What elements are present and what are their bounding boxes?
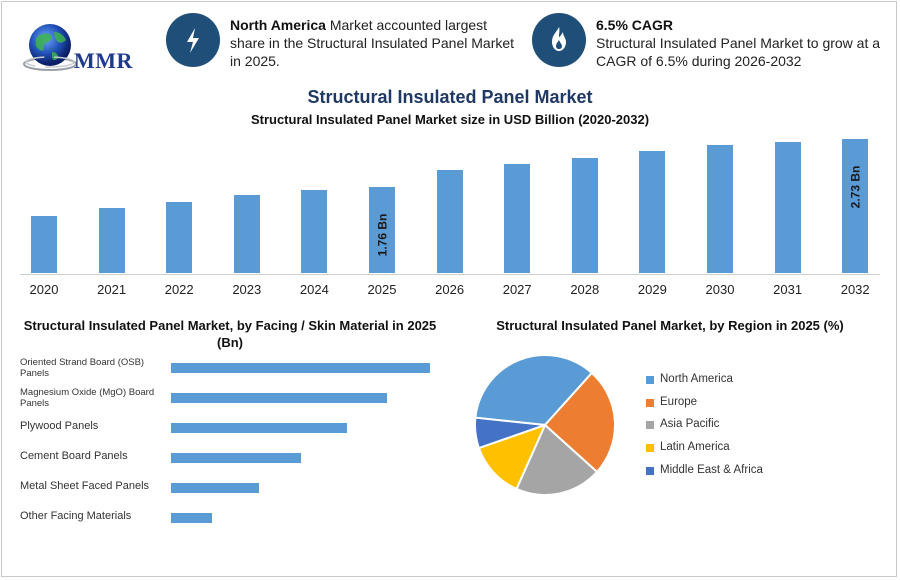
legend-label: Europe bbox=[660, 395, 698, 408]
legend-swatch bbox=[646, 444, 654, 453]
bar-data-label: 1.76 Bn bbox=[374, 213, 389, 257]
facing-bar bbox=[171, 483, 260, 493]
x-tick-label: 2024 bbox=[299, 282, 329, 297]
highlight-flame-badge bbox=[532, 13, 586, 67]
main-chart-subtitle: Structural Insulated Panel Market size i… bbox=[250, 112, 650, 127]
x-tick-label: 2026 bbox=[435, 282, 465, 297]
x-tick-label: 2029 bbox=[637, 282, 667, 297]
pie-slice-europe bbox=[543, 371, 616, 474]
pie-slice-middle-east-africa bbox=[474, 416, 546, 450]
legend-label: Asia Pacific bbox=[660, 418, 720, 431]
facing-bar bbox=[171, 453, 301, 463]
region-pie-chart bbox=[474, 354, 616, 496]
legend-label: Middle East & Africa bbox=[660, 463, 763, 476]
facing-category-label: Cement Board Panels bbox=[20, 450, 128, 462]
mmr-logo bbox=[18, 18, 138, 78]
highlight-2-bold: 6.5% CAGR bbox=[596, 17, 674, 33]
facing-category-label: Metal Sheet Faced Panels bbox=[20, 480, 150, 492]
bar-2026 bbox=[436, 170, 463, 273]
x-tick-label: 2032 bbox=[840, 282, 870, 297]
highlight-north-america: North America Market accounted largest s… bbox=[230, 16, 520, 70]
bar-2025 bbox=[369, 186, 395, 273]
pie-slice-north-america bbox=[474, 354, 594, 427]
pie-slice-asia-pacific bbox=[515, 423, 599, 496]
bar-2020 bbox=[31, 216, 57, 273]
bar-2027 bbox=[504, 163, 531, 273]
legend-swatch bbox=[646, 398, 654, 407]
legend-swatch bbox=[646, 421, 654, 430]
facing-bar bbox=[171, 423, 348, 433]
bar-2022 bbox=[166, 202, 193, 273]
x-tick-label: 2025 bbox=[367, 282, 397, 297]
legend-label: Latin America bbox=[660, 441, 730, 454]
bar-2031 bbox=[774, 141, 801, 273]
x-tick-label: 2021 bbox=[97, 282, 127, 297]
bar-2029 bbox=[639, 150, 666, 273]
x-tick-label: 2030 bbox=[705, 282, 735, 297]
x-tick-label: 2023 bbox=[232, 282, 262, 297]
bar-2021 bbox=[98, 208, 125, 273]
facing-chart-title: Structural Insulated Panel Market, by Fa… bbox=[23, 318, 437, 350]
legend-swatch bbox=[646, 376, 654, 384]
facing-category-label: Plywood Panels bbox=[20, 420, 99, 432]
bar-2028 bbox=[571, 157, 598, 273]
facing-category-label: Other Facing Materials bbox=[20, 510, 132, 522]
highlight-2-text: Structural Insulated Panel Market to gro… bbox=[596, 35, 881, 69]
highlight-bolt-badge bbox=[166, 13, 220, 67]
facing-bar bbox=[171, 393, 387, 403]
highlight-cagr: 6.5% CAGR Structural Insulated Panel Mar… bbox=[596, 16, 886, 70]
facing-category-label: Magnesium Oxide (MgO) Board Panels bbox=[20, 387, 155, 409]
x-tick-label: 2020 bbox=[29, 282, 59, 297]
facing-category-label: Oriented Strand Board (OSB) Panels bbox=[20, 357, 145, 379]
x-tick-label: 2027 bbox=[502, 282, 532, 297]
bolt-icon bbox=[187, 28, 199, 53]
x-tick-label: 2031 bbox=[773, 282, 803, 297]
bar-2032 bbox=[842, 139, 869, 273]
facing-bar bbox=[171, 363, 431, 373]
bar-2024 bbox=[301, 189, 328, 273]
globe-icon bbox=[23, 24, 77, 71]
x-tick-label: 2028 bbox=[570, 282, 600, 297]
logo-text: MMR bbox=[74, 48, 133, 73]
bar-data-label: 2.73 Bn bbox=[848, 166, 863, 209]
flame-icon bbox=[552, 27, 566, 51]
main-chart-title: Structural Insulated Panel Market bbox=[307, 87, 593, 107]
legend-swatch bbox=[646, 466, 654, 475]
legend-label: North America bbox=[660, 373, 733, 385]
region-chart-title: Structural Insulated Panel Market, by Re… bbox=[496, 318, 844, 333]
pie-slice-latin-america bbox=[477, 423, 547, 491]
bar-2023 bbox=[233, 194, 260, 273]
x-tick-label: 2022 bbox=[164, 282, 194, 297]
facing-bar bbox=[171, 513, 213, 523]
bar-2030 bbox=[707, 144, 733, 273]
highlight-1-bold: North America bbox=[230, 17, 326, 33]
x-axis-line bbox=[20, 274, 880, 275]
highlight-1-text: Market accounted largest share in the St… bbox=[230, 17, 515, 69]
